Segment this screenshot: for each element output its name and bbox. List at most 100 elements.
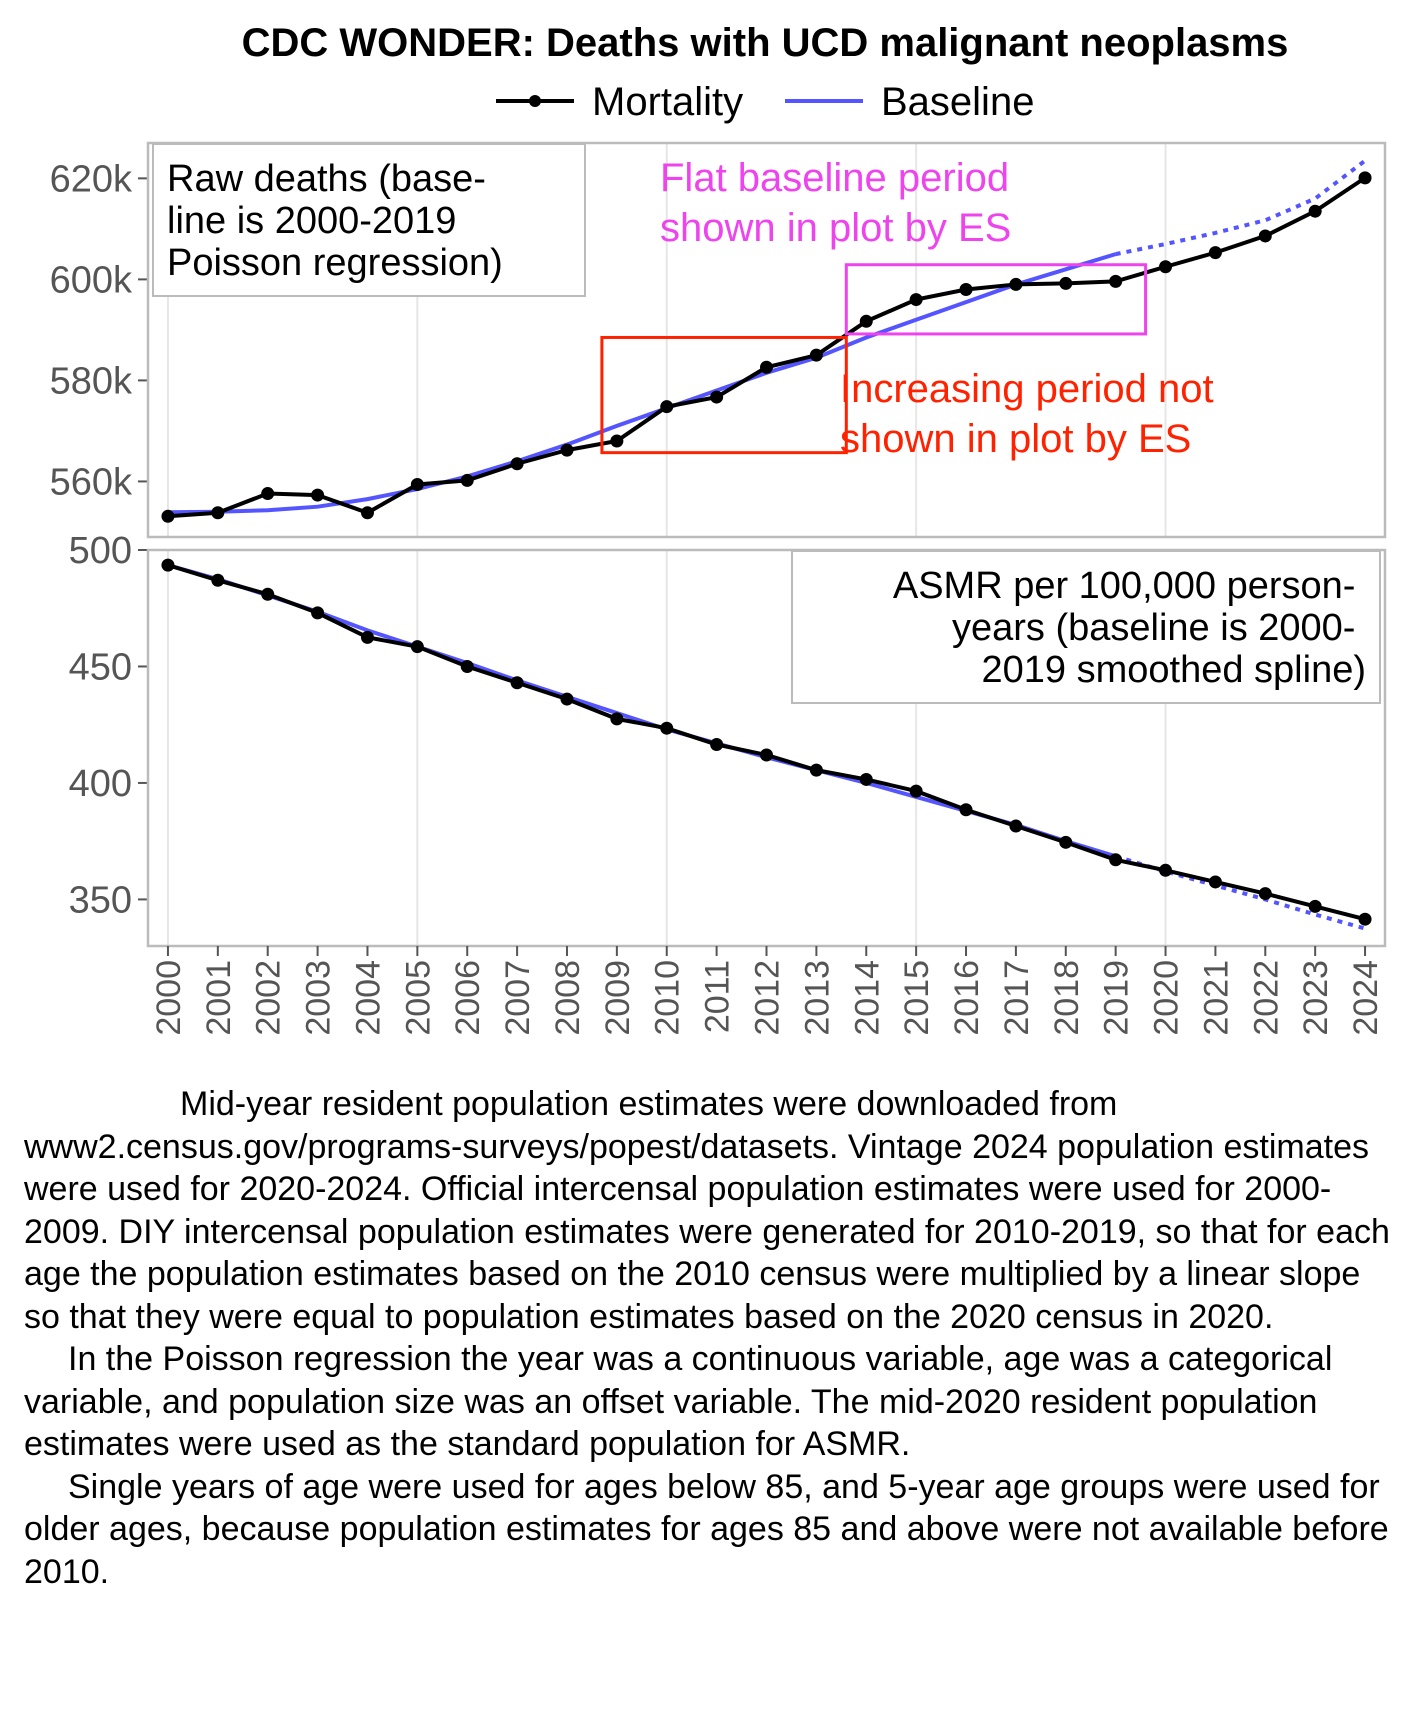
asmr-panel: 350 400 450 500 ASMR per 100,000 person- ye… xyxy=(69,530,1387,1036)
raw-deaths-mortality-point-2022 xyxy=(1258,229,1272,243)
xtick-label-2008: 2008 xyxy=(549,960,587,1036)
raw-deaths-panel: 560k 580k 600k 620k Flat baseline period sh… xyxy=(50,141,1387,539)
increasing-period-annotation: Increasing period not shown in plot by E… xyxy=(840,367,1225,461)
raw-deaths-label: Raw deaths (base- line is 2000-2019 Pois… xyxy=(152,143,586,297)
asmr-ytick-label-0: 350 xyxy=(69,879,132,921)
xtick-label-2020: 2020 xyxy=(1148,960,1186,1036)
asmr-mortality-point-2023 xyxy=(1308,899,1322,913)
asmr-label-line-1: ASMR per 100,000 person- xyxy=(893,565,1356,607)
xtick-label-2014: 2014 xyxy=(848,960,886,1036)
caption-paragraph-2: In the Poisson regression the year was a… xyxy=(24,1340,1333,1463)
xtick-label-2004: 2004 xyxy=(349,960,387,1036)
xtick-label-2009: 2009 xyxy=(599,960,637,1036)
xtick-label-2022: 2022 xyxy=(1247,960,1285,1036)
asmr-label: ASMR per 100,000 person- years (baseline… xyxy=(791,550,1381,704)
raw-deaths-mortality-point-2021 xyxy=(1208,246,1222,260)
xtick-label-2024: 2024 xyxy=(1347,960,1385,1036)
asmr-mortality-point-2015 xyxy=(909,784,923,798)
raw-deaths-baseline-projection xyxy=(1115,159,1367,257)
raw-deaths-label-line-3: Poisson regression) xyxy=(167,242,503,284)
increasing-period-annotation-line-1: Increasing period not xyxy=(840,367,1214,411)
raw-deaths-mortality-point-2023 xyxy=(1308,204,1322,218)
asmr-label-line-2: years (baseline is 2000- xyxy=(952,607,1355,649)
raw-deaths-ytick-label-3: 620k xyxy=(50,158,133,200)
raw-deaths-label-text: Raw deaths (base- line is 2000-2019 Pois… xyxy=(167,158,503,284)
raw-deaths-mortality-point-2001 xyxy=(211,506,225,520)
raw-deaths-mortality-point-2004 xyxy=(360,506,374,520)
raw-deaths-mortality-point-2002 xyxy=(261,487,275,501)
raw-deaths-mortality-point-2019 xyxy=(1109,274,1123,288)
asmr-mortality-point-2017 xyxy=(1009,819,1023,833)
asmr-mortality-point-2009 xyxy=(610,712,624,726)
asmr-mortality-point-2022 xyxy=(1258,887,1272,901)
asmr-mortality-point-2008 xyxy=(560,692,574,706)
flat-period-annotation-line-2: shown in plot by ES xyxy=(660,206,1011,250)
asmr-mortality-point-2003 xyxy=(311,606,325,620)
raw-deaths-mortality-point-2014 xyxy=(859,314,873,328)
xtick-label-2023: 2023 xyxy=(1297,960,1335,1036)
asmr-mortality-point-2002 xyxy=(261,587,275,601)
flat-period-annotation: Flat baseline period shown in plot by ES xyxy=(660,156,1020,250)
increasing-period-annotation-line-2: shown in plot by ES xyxy=(840,417,1191,461)
xtick-label-2003: 2003 xyxy=(300,960,338,1036)
xtick-label-2017: 2017 xyxy=(998,960,1036,1036)
raw-deaths-ytick-label-2: 600k xyxy=(50,259,133,301)
xtick-label-2000: 2000 xyxy=(150,960,188,1036)
caption-paragraph-1: Mid-year resident population estimates w… xyxy=(24,1085,1390,1336)
xtick-label-2012: 2012 xyxy=(749,960,787,1036)
xtick-label-2007: 2007 xyxy=(499,960,537,1036)
asmr-ytick-label-1: 400 xyxy=(69,763,132,805)
raw-deaths-mortality-point-2007 xyxy=(510,457,524,471)
asmr-label-line-3: 2019 smoothed spline) xyxy=(982,649,1366,691)
xtick-label-2016: 2016 xyxy=(948,960,986,1036)
xtick-label-2010: 2010 xyxy=(649,960,687,1036)
xtick-label-2001: 2001 xyxy=(200,960,238,1036)
xtick-label-2019: 2019 xyxy=(1098,960,1136,1036)
asmr-mortality-point-2013 xyxy=(809,763,823,777)
asmr-mortality-point-2011 xyxy=(710,738,724,752)
raw-deaths-mortality-point-2018 xyxy=(1059,276,1073,290)
asmr-mortality-point-2024 xyxy=(1358,912,1372,926)
raw-deaths-label-line-1: Raw deaths (base- xyxy=(167,158,486,200)
raw-deaths-mortality-point-2000 xyxy=(161,509,175,523)
legend-baseline-label: Baseline xyxy=(881,80,1034,124)
asmr-label-text: ASMR per 100,000 person- years (baseline… xyxy=(893,565,1366,691)
legend: Mortality Baseline xyxy=(496,80,1034,124)
xtick-label-2013: 2013 xyxy=(798,960,836,1036)
xtick-label-2021: 2021 xyxy=(1197,960,1235,1036)
caption-paragraph-3: Single years of age were used for ages b… xyxy=(24,1467,1389,1591)
raw-deaths-mortality-point-2015 xyxy=(909,293,923,307)
xtick-label-2015: 2015 xyxy=(898,960,936,1036)
asmr-ytick-label-2: 450 xyxy=(69,646,132,688)
xtick-label-2002: 2002 xyxy=(250,960,288,1036)
asmr-mortality-point-2004 xyxy=(360,630,374,644)
asmr-mortality-point-2019 xyxy=(1109,853,1123,867)
xtick-label-2011: 2011 xyxy=(699,960,737,1033)
raw-deaths-label-line-2: line is 2000-2019 xyxy=(167,200,456,242)
raw-deaths-mortality-point-2009 xyxy=(610,434,624,448)
raw-deaths-label-box xyxy=(152,143,586,297)
raw-deaths-mortality-point-2012 xyxy=(760,360,773,374)
flat-period-annotation-line-1: Flat baseline period xyxy=(660,156,1009,200)
flat-period-box xyxy=(844,263,1148,336)
asmr-mortality-point-2020 xyxy=(1159,863,1173,877)
asmr-label-box xyxy=(791,550,1381,704)
asmr-mortality-point-2014 xyxy=(859,772,873,786)
raw-deaths-mortality-point-2005 xyxy=(410,477,424,491)
asmr-mortality-point-2005 xyxy=(410,640,424,654)
raw-deaths-panel-border xyxy=(146,141,1387,539)
raw-deaths-mortality-point-2008 xyxy=(560,443,574,457)
raw-deaths-mortality-point-2013 xyxy=(809,348,823,362)
asmr-ytick-label-3: 500 xyxy=(69,530,132,572)
asmr-mortality-point-2021 xyxy=(1208,875,1222,889)
raw-deaths-mortality-point-2011 xyxy=(710,390,724,404)
asmr-mortality-point-2001 xyxy=(211,573,225,587)
increasing-period-box xyxy=(600,335,848,455)
raw-deaths-mortality-point-2006 xyxy=(460,473,474,487)
asmr-mortality-point-2007 xyxy=(510,676,524,690)
asmr-mortality-point-2018 xyxy=(1059,835,1073,849)
xtick-label-2006: 2006 xyxy=(449,960,487,1036)
raw-deaths-mortality-point-2020 xyxy=(1159,260,1173,274)
chart: CDC WONDER: Deaths with UCD malignant ne… xyxy=(50,21,1387,1036)
asmr-mortality-point-2016 xyxy=(959,803,973,817)
